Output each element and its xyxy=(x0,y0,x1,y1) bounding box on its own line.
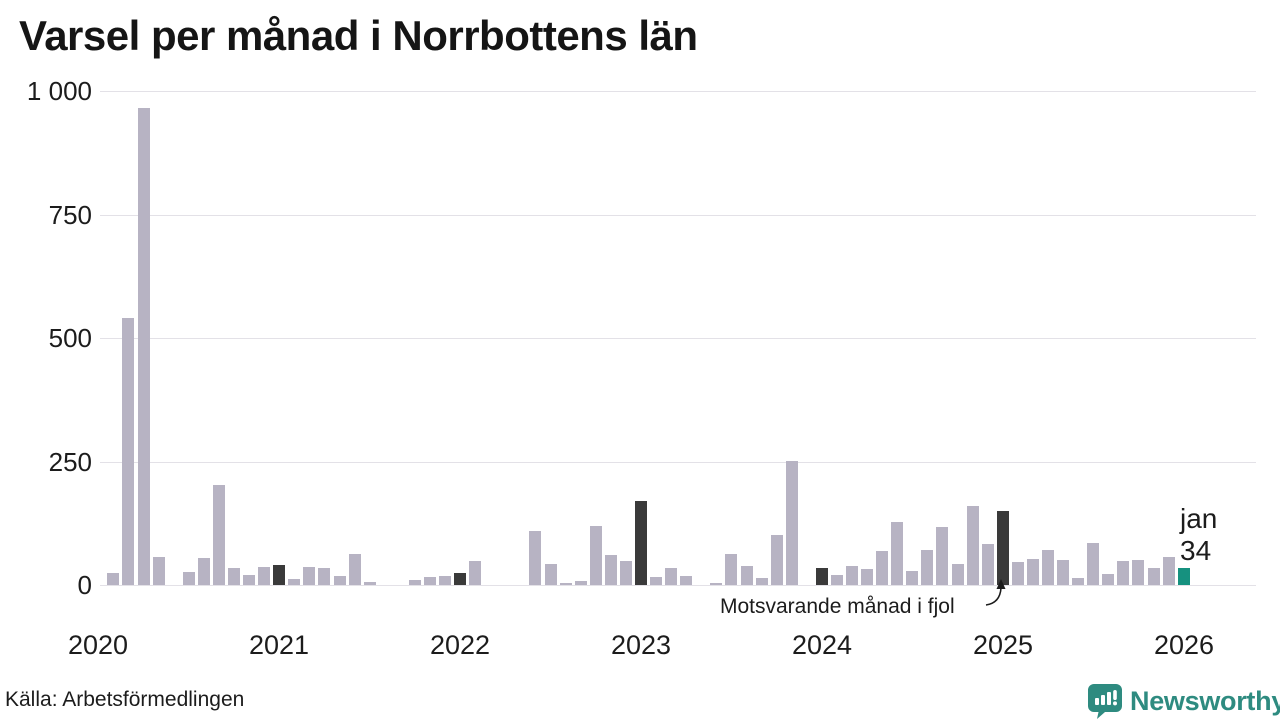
y-axis-tick-label-1000: 1 000 xyxy=(26,76,92,106)
bar-2024-05 xyxy=(876,551,888,585)
y-axis-tick-label-250: 250 xyxy=(48,447,92,477)
annotation-current-value: 34 xyxy=(1180,535,1212,566)
bar-2020-09 xyxy=(213,485,225,585)
bar-2024-03 xyxy=(846,566,858,585)
bar-2020-10 xyxy=(228,568,240,585)
bar-2023-11 xyxy=(786,461,798,585)
x-axis-tick-label-2026: 2026 xyxy=(1153,630,1215,660)
bar-2022-11 xyxy=(605,555,617,585)
gridline-y-750 xyxy=(100,215,1256,216)
bar-2024-07 xyxy=(906,571,918,585)
bar-2023-10 xyxy=(771,535,783,585)
bar-2020-11 xyxy=(243,575,255,585)
bar-2024-06 xyxy=(891,522,903,585)
bar-2024-10 xyxy=(952,564,964,585)
annotation-last-year-label: Motsvarande månad i fjol xyxy=(720,595,955,618)
bar-2023-03 xyxy=(665,568,677,585)
annotation-arrow-icon xyxy=(985,579,1006,606)
bar-2023-04 xyxy=(680,576,692,585)
bar-2020-02 xyxy=(107,573,119,585)
x-axis-tick-label-2024: 2024 xyxy=(791,630,853,660)
y-axis-tick-label-500: 500 xyxy=(48,323,92,353)
bar-2024-02 xyxy=(831,575,843,585)
bar-2024-08 xyxy=(921,550,933,585)
bar-2025-12 xyxy=(1163,557,1175,585)
bar-2022-07 xyxy=(545,564,557,585)
bar-2023-01 xyxy=(635,501,647,585)
bar-2022-12 xyxy=(620,561,632,585)
bar-2024-04 xyxy=(861,569,873,585)
gridline-y-500 xyxy=(100,338,1256,339)
bar-2024-09 xyxy=(936,527,948,585)
y-axis-tick-label-750: 750 xyxy=(48,200,92,230)
bar-2022-02 xyxy=(469,561,481,585)
bar-2021-05 xyxy=(334,576,346,585)
annotation-current-month: jan xyxy=(1180,503,1218,534)
bar-2021-10 xyxy=(409,580,421,585)
bar-2023-06 xyxy=(710,583,722,585)
bar-2025-05 xyxy=(1057,560,1069,585)
x-axis-tick-label-2020: 2020 xyxy=(67,630,129,660)
bar-2024-01 xyxy=(816,568,828,585)
bar-2021-06 xyxy=(349,554,361,585)
x-axis-tick-label-2025: 2025 xyxy=(972,630,1034,660)
bar-2023-09 xyxy=(756,578,768,585)
newsworthy-logo-text: Newsworthy xyxy=(1130,685,1280,716)
bar-2024-11 xyxy=(967,506,979,585)
bar-2025-02 xyxy=(1012,562,1024,585)
bar-2025-07 xyxy=(1087,543,1099,585)
bar-2021-04 xyxy=(318,568,330,585)
bar-2021-02 xyxy=(288,579,300,585)
bar-2025-01 xyxy=(997,511,1009,585)
y-axis-tick-label-0: 0 xyxy=(77,570,92,600)
bar-2021-12 xyxy=(439,576,451,585)
bar-2022-09 xyxy=(575,581,587,585)
x-axis-tick-label-2022: 2022 xyxy=(429,630,491,660)
bar-2021-07 xyxy=(364,582,376,585)
x-axis-tick-label-2023: 2023 xyxy=(610,630,672,660)
annotation-current: jan 34 xyxy=(1180,503,1217,567)
bar-2020-04 xyxy=(138,108,150,585)
gridline-y-250 xyxy=(100,462,1256,463)
newsworthy-logo: Newsworthy xyxy=(1087,683,1280,719)
bar-2022-01 xyxy=(454,573,466,585)
gridline-y-0 xyxy=(100,585,1256,586)
bar-2025-11 xyxy=(1148,568,1160,585)
bar-2021-03 xyxy=(303,567,315,585)
bar-2025-03 xyxy=(1027,559,1039,585)
source-credit: Källa: Arbetsförmedlingen xyxy=(5,688,245,711)
bar-2023-07 xyxy=(725,554,737,585)
bar-2025-04 xyxy=(1042,550,1054,585)
bar-2020-05 xyxy=(153,557,165,585)
bar-2025-08 xyxy=(1102,574,1114,585)
bar-2021-01 xyxy=(273,565,285,585)
bar-2025-06 xyxy=(1072,578,1084,585)
bar-2020-08 xyxy=(198,558,210,585)
bar-2020-03 xyxy=(122,318,134,585)
bar-2025-10 xyxy=(1132,560,1144,585)
bar-2026-01 xyxy=(1178,568,1190,585)
newsworthy-bubble-chart-icon xyxy=(1088,684,1122,719)
bar-2025-09 xyxy=(1117,561,1129,585)
bar-2023-08 xyxy=(741,566,753,585)
bar-2021-11 xyxy=(424,577,436,585)
bar-2022-08 xyxy=(560,583,572,585)
chart-title: Varsel per månad i Norrbottens län xyxy=(19,12,698,59)
x-axis-tick-label-2021: 2021 xyxy=(248,630,310,660)
bar-2022-10 xyxy=(590,526,602,585)
bar-2023-02 xyxy=(650,577,662,585)
bar-2020-07 xyxy=(183,572,195,585)
gridline-y-1000 xyxy=(100,91,1256,92)
bar-2020-12 xyxy=(258,567,270,585)
bar-2024-12 xyxy=(982,544,994,585)
bar-2022-06 xyxy=(529,531,541,585)
